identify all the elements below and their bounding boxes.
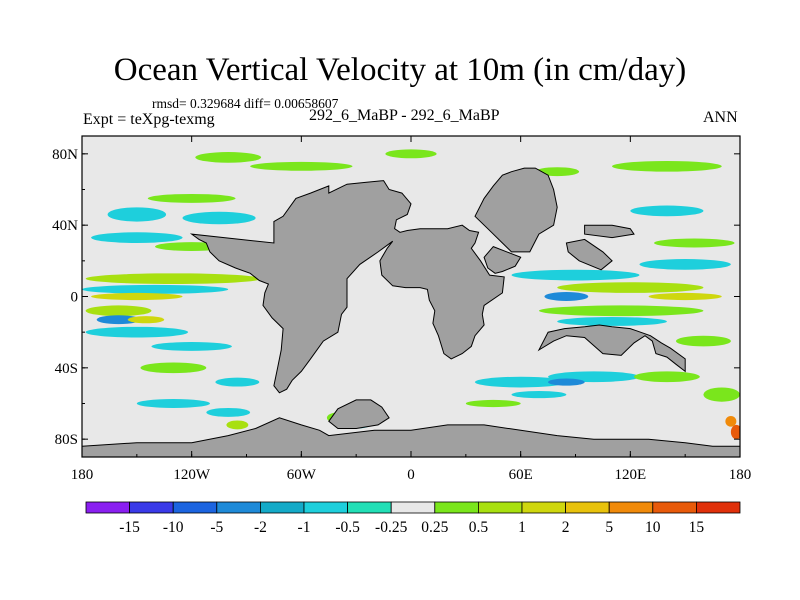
lon-tick-label: 180 xyxy=(71,467,94,483)
anomaly-patch-18 xyxy=(127,316,165,324)
colorbar-swatch xyxy=(652,501,697,514)
colorbar-label: 0.5 xyxy=(469,519,489,536)
anomaly-patch-17 xyxy=(96,315,141,325)
anomaly-patch-10 xyxy=(630,205,704,217)
anomaly-patch-6 xyxy=(107,207,167,222)
anomaly-patch-14 xyxy=(82,284,229,294)
anomaly-patch-40 xyxy=(725,415,737,427)
anomaly-patch-31 xyxy=(557,317,667,326)
anomaly-patch-15 xyxy=(91,292,183,301)
lon-tick-label: 60W xyxy=(287,467,317,483)
colorbar-swatch xyxy=(259,501,305,514)
anomaly-patch-35 xyxy=(633,371,700,383)
anomaly-contours xyxy=(82,149,740,440)
case-label: 292_6_MaBP - 292_6_MaBP xyxy=(309,107,500,124)
colorbar-label: -1 xyxy=(298,519,311,536)
anomaly-patch-37 xyxy=(511,391,567,399)
colorbar-label: 10 xyxy=(645,519,661,536)
land-islands xyxy=(565,238,613,271)
anomaly-patch-16 xyxy=(85,305,152,317)
anomaly-patch-3 xyxy=(612,160,722,172)
anomaly-patch-28 xyxy=(544,292,589,301)
land-australia xyxy=(537,324,686,373)
anomaly-patch-25 xyxy=(226,420,249,430)
colorbar-label: 15 xyxy=(689,519,705,536)
colorbar-swatch xyxy=(565,501,610,514)
lat-tick-label: 0 xyxy=(71,290,79,306)
anomaly-patch-19 xyxy=(85,326,189,338)
anomaly-patch-32 xyxy=(676,335,731,347)
anomaly-patch-20 xyxy=(151,341,232,351)
season-label: ANN xyxy=(703,109,738,126)
colorbar-swatch xyxy=(303,501,348,514)
colorbar-swatch xyxy=(216,501,261,514)
colorbar-swatch xyxy=(608,501,654,514)
land-eurasia xyxy=(474,167,558,253)
colorbar-swatch xyxy=(477,501,523,514)
colorbar-label: -15 xyxy=(119,519,140,536)
anomaly-patch-12 xyxy=(639,259,731,270)
colorbar-swatch xyxy=(390,501,436,514)
stats-label: rmsd= 0.329684 diff= 0.00658607 xyxy=(152,96,339,111)
anomaly-patch-22 xyxy=(215,377,260,387)
colorbar-swatch xyxy=(347,501,392,514)
lon-tick-label: 120W xyxy=(173,467,211,483)
colorbar-swatch xyxy=(521,501,566,514)
land-antarctica xyxy=(82,417,740,457)
anomaly-patch-34 xyxy=(474,376,567,388)
anomaly-patch-0 xyxy=(195,152,262,163)
lat-tick-label: 80S xyxy=(55,432,78,448)
anomaly-patch-24 xyxy=(206,407,251,417)
colorbar-label: 0.25 xyxy=(421,519,448,536)
lat-tick-label: 80N xyxy=(52,147,78,163)
land-arabia xyxy=(483,246,522,274)
lat-tick-label: 40N xyxy=(52,218,78,234)
colorbar-swatch xyxy=(129,501,174,514)
anomaly-patch-29 xyxy=(648,292,722,301)
colorbar-swatch xyxy=(85,501,130,514)
colorbar-label: 5 xyxy=(605,519,613,536)
land-north-east xyxy=(584,224,635,239)
anomaly-patch-11 xyxy=(654,238,735,248)
colorbar-label: -0.25 xyxy=(375,519,408,536)
colorbar-label: 2 xyxy=(562,519,570,536)
colorbar-label: -0.5 xyxy=(335,519,360,536)
anomaly-patch-1 xyxy=(250,161,353,171)
colorbar-label: -10 xyxy=(163,519,184,536)
anomaly-patch-39 xyxy=(730,424,740,440)
land-masses xyxy=(82,167,740,457)
colorbar-swatch xyxy=(434,501,479,514)
anomaly-patch-13 xyxy=(85,273,262,285)
lat-tick-label: 40S xyxy=(55,361,78,377)
anomaly-patch-36 xyxy=(548,378,585,386)
land-south-gulf xyxy=(328,399,390,429)
lon-tick-label: 180 xyxy=(729,467,752,483)
anomaly-patch-30 xyxy=(538,305,704,317)
land-americas xyxy=(189,180,505,394)
anomaly-patch-2 xyxy=(385,149,437,159)
anomaly-patch-7 xyxy=(182,211,256,225)
anomaly-patch-27 xyxy=(557,282,704,293)
lon-tick-label: 60E xyxy=(509,467,533,483)
anomaly-patch-21 xyxy=(140,362,207,374)
colorbar-label: 1 xyxy=(518,519,526,536)
lon-tick-label: 120E xyxy=(614,467,646,483)
colorbar-swatch xyxy=(172,501,218,514)
anomaly-patch-45 xyxy=(465,399,521,408)
page-title: Ocean Vertical Velocity at 10m (in cm/da… xyxy=(113,52,687,88)
anomaly-patch-26 xyxy=(511,269,640,281)
anomaly-patch-38 xyxy=(703,387,740,402)
anomaly-patch-5 xyxy=(147,193,236,203)
anomaly-patch-23 xyxy=(136,399,210,408)
colorbar-label: -5 xyxy=(210,519,223,536)
map-axes: 80N 40N 0 40S 80S 180 120W 60W 0 60E 120E 180 xyxy=(52,136,751,483)
colorbar-label: -2 xyxy=(254,519,267,536)
lon-tick-label: 0 xyxy=(407,467,415,483)
anomaly-patch-8 xyxy=(91,232,183,243)
experiment-label: Expt = teXpg-texmg xyxy=(83,111,215,128)
colorbar-swatch xyxy=(696,501,741,514)
colorbar: -15 -10 -5 -2 -1 -0.5 -0.25 0.25 0.5 1 2 5 10 15 xyxy=(85,501,741,536)
